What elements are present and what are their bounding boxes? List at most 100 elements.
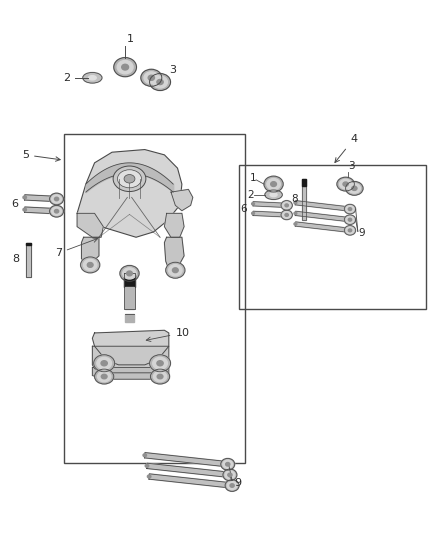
Ellipse shape [223,460,233,469]
Ellipse shape [348,219,352,221]
Text: 3: 3 [169,65,176,75]
Ellipse shape [294,201,297,204]
Ellipse shape [348,229,352,232]
Text: 2: 2 [64,73,71,83]
Ellipse shape [150,74,170,91]
Ellipse shape [281,200,292,210]
Ellipse shape [271,182,276,187]
Ellipse shape [346,227,354,233]
Ellipse shape [117,60,133,74]
Text: 3: 3 [348,161,354,171]
Ellipse shape [348,208,352,211]
Ellipse shape [54,197,59,201]
Ellipse shape [346,216,354,223]
Ellipse shape [113,166,146,191]
Polygon shape [92,346,169,373]
Ellipse shape [145,464,149,467]
Ellipse shape [227,481,237,490]
Ellipse shape [252,212,254,215]
Ellipse shape [117,169,141,188]
Ellipse shape [283,202,291,209]
Ellipse shape [264,176,283,192]
Bar [64,134,245,463]
Ellipse shape [127,271,132,276]
Text: 1: 1 [250,173,256,183]
Ellipse shape [223,469,237,481]
Ellipse shape [148,75,155,80]
Ellipse shape [122,64,128,70]
Polygon shape [26,243,31,245]
Polygon shape [253,211,287,217]
Ellipse shape [337,177,354,191]
Polygon shape [92,368,169,379]
Ellipse shape [95,369,114,384]
Text: 2: 2 [247,190,254,200]
Ellipse shape [230,484,234,487]
Ellipse shape [252,203,254,205]
Text: 9: 9 [234,478,241,488]
Ellipse shape [157,79,163,85]
Ellipse shape [281,210,292,220]
Ellipse shape [265,190,283,199]
Text: 1: 1 [127,34,134,44]
Ellipse shape [283,212,291,219]
Ellipse shape [225,480,239,491]
Ellipse shape [87,263,93,267]
Polygon shape [149,474,232,488]
Ellipse shape [153,76,167,88]
Ellipse shape [97,372,111,382]
Ellipse shape [88,76,96,80]
Ellipse shape [23,208,26,211]
Ellipse shape [344,225,356,235]
Ellipse shape [348,183,360,193]
Ellipse shape [83,72,102,83]
Ellipse shape [114,58,137,77]
Ellipse shape [101,374,107,379]
Polygon shape [295,211,350,222]
Text: 7: 7 [55,238,98,258]
Ellipse shape [294,223,297,225]
Ellipse shape [346,181,363,195]
Polygon shape [25,195,57,201]
Ellipse shape [267,179,280,190]
Polygon shape [77,150,182,237]
Bar [239,165,426,309]
Polygon shape [302,179,306,220]
Ellipse shape [166,262,185,278]
Ellipse shape [54,209,59,213]
Ellipse shape [344,215,356,224]
Ellipse shape [169,265,182,276]
Text: 4: 4 [335,134,357,163]
Text: 5: 5 [22,150,60,161]
Ellipse shape [52,207,61,215]
Polygon shape [26,243,31,277]
Polygon shape [125,287,134,309]
Text: 6: 6 [240,204,247,214]
Ellipse shape [23,196,26,199]
Polygon shape [164,213,184,237]
Ellipse shape [344,204,356,214]
Ellipse shape [173,268,178,272]
Ellipse shape [141,69,162,86]
Ellipse shape [346,206,354,213]
Polygon shape [171,189,193,211]
Polygon shape [145,453,228,467]
Ellipse shape [52,195,61,203]
Ellipse shape [343,182,348,186]
Ellipse shape [49,205,64,217]
Ellipse shape [294,212,297,215]
Ellipse shape [49,193,64,205]
Polygon shape [302,179,306,186]
Ellipse shape [150,369,170,384]
Ellipse shape [123,268,136,279]
Text: 8: 8 [12,254,19,263]
Polygon shape [253,201,287,207]
Ellipse shape [120,265,139,281]
Ellipse shape [148,475,151,478]
Polygon shape [164,237,184,269]
Ellipse shape [81,257,100,273]
Ellipse shape [153,357,167,369]
Polygon shape [147,463,230,478]
Ellipse shape [285,204,288,207]
Polygon shape [81,237,99,264]
